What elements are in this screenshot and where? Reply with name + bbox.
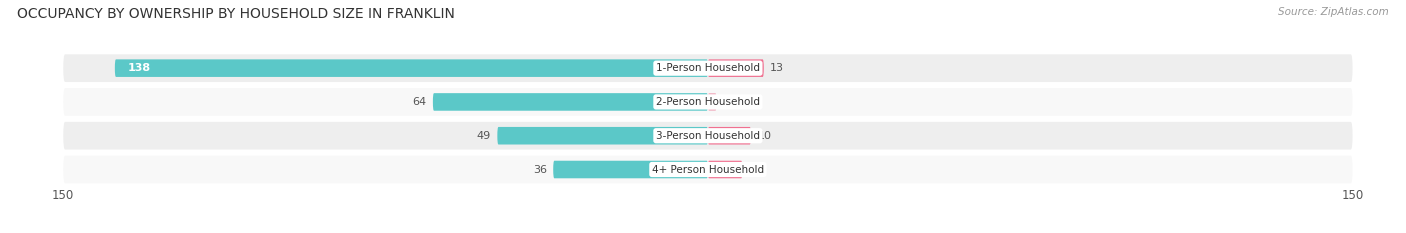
Text: Source: ZipAtlas.com: Source: ZipAtlas.com <box>1278 7 1389 17</box>
FancyBboxPatch shape <box>498 127 707 144</box>
FancyBboxPatch shape <box>707 161 742 178</box>
FancyBboxPatch shape <box>63 88 1353 116</box>
Text: 10: 10 <box>758 131 772 141</box>
Text: 36: 36 <box>533 164 547 175</box>
Text: 3-Person Household: 3-Person Household <box>657 131 759 141</box>
Text: OCCUPANCY BY OWNERSHIP BY HOUSEHOLD SIZE IN FRANKLIN: OCCUPANCY BY OWNERSHIP BY HOUSEHOLD SIZE… <box>17 7 454 21</box>
FancyBboxPatch shape <box>63 156 1353 183</box>
FancyBboxPatch shape <box>707 93 717 111</box>
Text: 2: 2 <box>723 97 730 107</box>
Text: 49: 49 <box>477 131 491 141</box>
Text: 138: 138 <box>128 63 150 73</box>
FancyBboxPatch shape <box>707 59 763 77</box>
FancyBboxPatch shape <box>707 127 751 144</box>
FancyBboxPatch shape <box>63 122 1353 150</box>
FancyBboxPatch shape <box>115 59 707 77</box>
Text: 64: 64 <box>412 97 426 107</box>
Text: 8: 8 <box>749 164 756 175</box>
FancyBboxPatch shape <box>433 93 707 111</box>
Text: 1-Person Household: 1-Person Household <box>657 63 759 73</box>
Text: 4+ Person Household: 4+ Person Household <box>652 164 763 175</box>
FancyBboxPatch shape <box>553 161 707 178</box>
Text: 13: 13 <box>770 63 785 73</box>
FancyBboxPatch shape <box>63 54 1353 82</box>
Text: 2-Person Household: 2-Person Household <box>657 97 759 107</box>
